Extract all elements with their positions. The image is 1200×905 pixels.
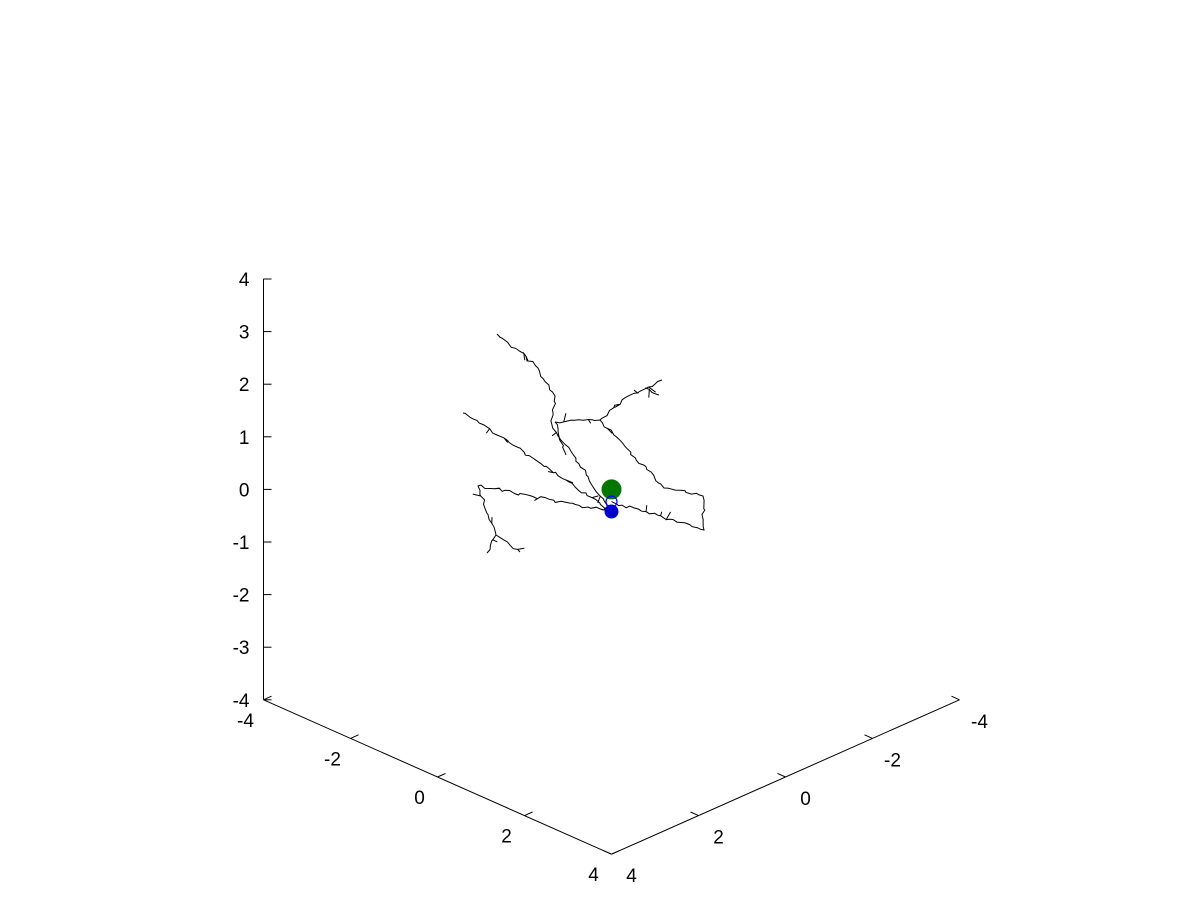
branch-traces xyxy=(462,333,706,554)
x-tick-label: -4 xyxy=(237,711,254,732)
markers xyxy=(601,479,622,519)
branch-trace xyxy=(554,421,567,456)
z-tick-label: 0 xyxy=(239,480,250,501)
y-tick-mark xyxy=(603,850,612,855)
z-tick-label: 4 xyxy=(239,270,250,291)
z-tick-label: 3 xyxy=(239,323,250,344)
x-tick-mark xyxy=(263,695,272,701)
x-tick-mark xyxy=(350,734,359,739)
branch-trace xyxy=(554,413,706,531)
y-tick-label: 0 xyxy=(800,789,811,810)
axes xyxy=(263,278,960,855)
x-tick-label: 0 xyxy=(414,788,425,809)
x-tick-mark xyxy=(437,772,446,778)
z-tick-label: 2 xyxy=(239,375,250,396)
z-tick-label: -1 xyxy=(233,533,250,554)
y-tick-mark xyxy=(777,772,786,778)
open-circle-marker xyxy=(605,495,618,508)
z-tick-label: -2 xyxy=(233,586,250,607)
z-tick-label: -3 xyxy=(233,638,250,659)
tick-labels: -4 -2 0 2 4 -4 -2 0 2 4 4 3 2 1 0 -1 -2 -3 -4 xyxy=(233,270,989,887)
branch-trace xyxy=(496,333,612,512)
branch-trace xyxy=(495,534,525,553)
center-marker xyxy=(601,479,622,500)
branch-trace xyxy=(599,379,663,421)
y-tick-label: 2 xyxy=(713,828,724,849)
x-tick-mark xyxy=(611,850,620,855)
x-tick-label: -2 xyxy=(324,749,341,770)
y-tick-mark xyxy=(690,811,699,817)
x-tick-label: 4 xyxy=(588,865,599,886)
y-tick-label: -2 xyxy=(884,750,901,771)
y-tick-label: -4 xyxy=(971,712,988,733)
x-tick-label: 2 xyxy=(501,827,512,848)
soma-marker xyxy=(604,504,619,519)
x-tick-mark xyxy=(524,811,533,817)
y-tick-label: 4 xyxy=(626,866,637,887)
y-tick-mark xyxy=(864,734,873,739)
branch-trace xyxy=(644,387,660,398)
branch-trace xyxy=(472,484,612,554)
y-tick-mark xyxy=(951,695,960,701)
z-tick-label: -4 xyxy=(233,691,250,712)
branch-trace xyxy=(462,412,612,512)
z-tick-label: 1 xyxy=(239,428,250,449)
